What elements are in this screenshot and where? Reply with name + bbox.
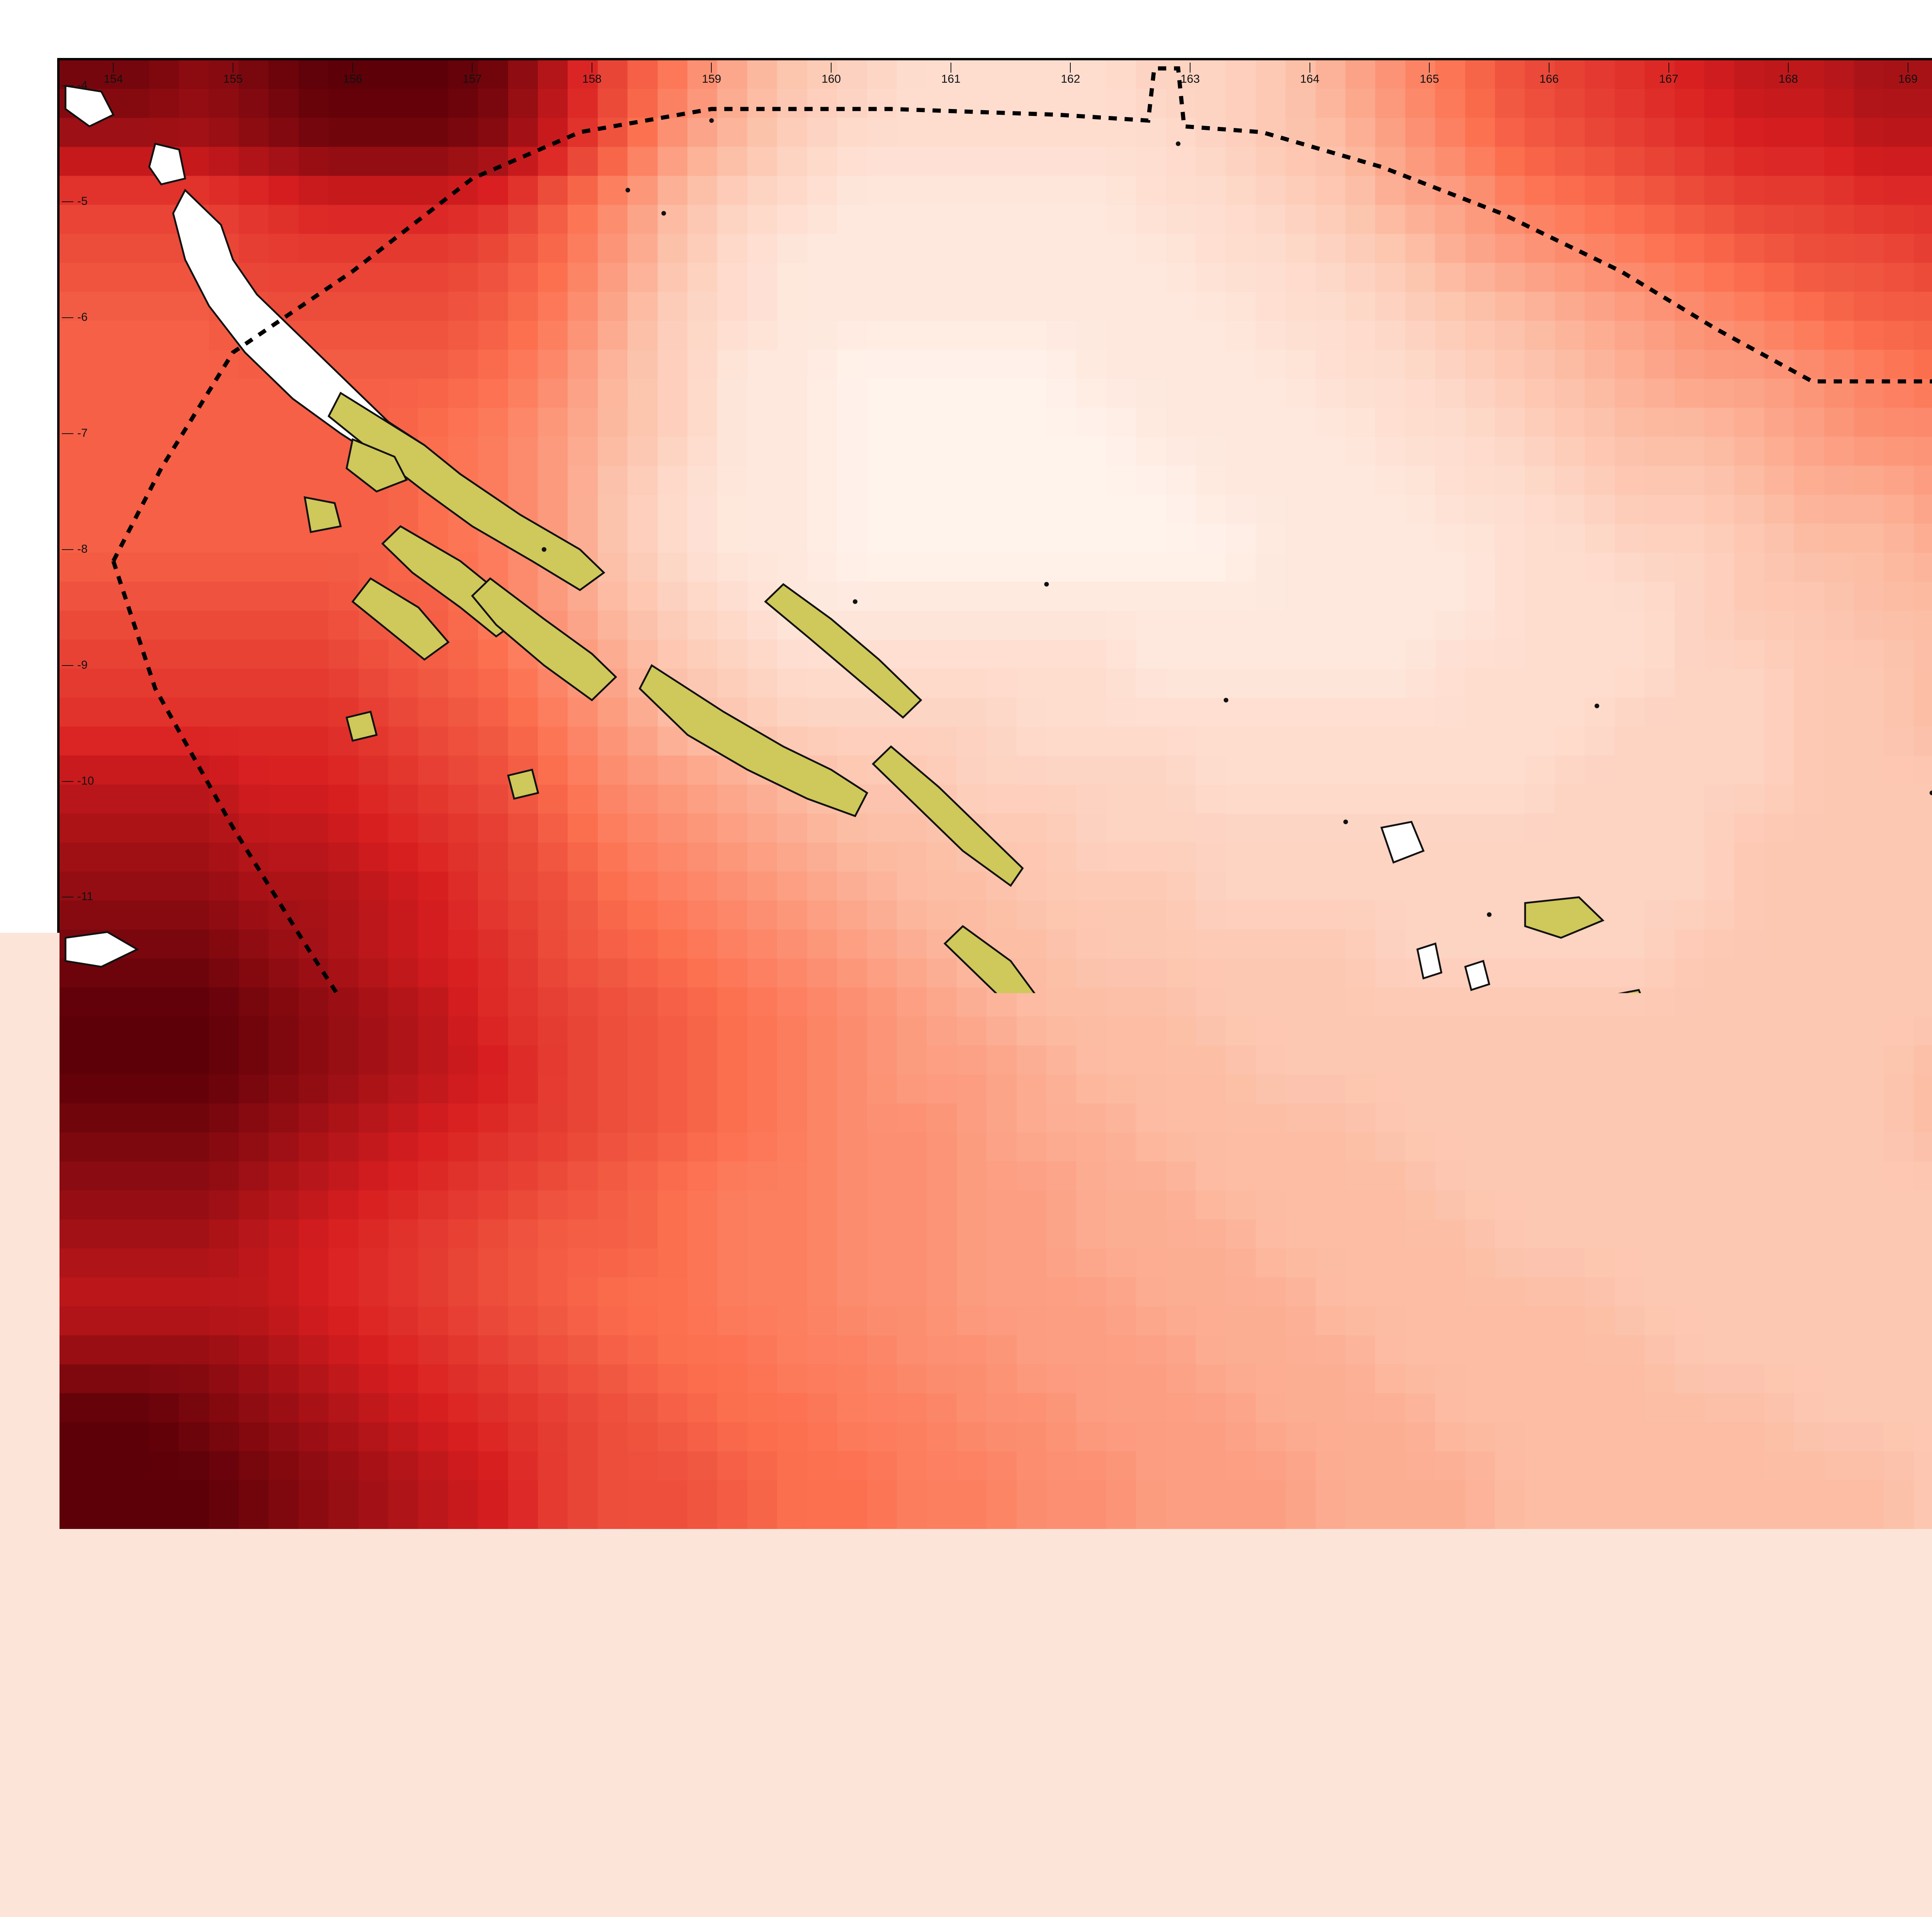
eez-boundary-line: [113, 68, 1932, 1529]
eez-boundary: [113, 68, 1932, 1529]
map-panel[interactable]: 154 154 155 155 156 156 157 157 158 158 159 159 160 1…: [57, 58, 1932, 1531]
color-ramp-swatch: [330, 1718, 349, 1736]
land-polygon: [640, 666, 867, 816]
reef-dot: [1595, 704, 1599, 708]
land-polygon: [1381, 822, 1423, 862]
color-ramp-value: 0.10: [357, 1762, 382, 1777]
legend-item-eez: Exclusive Economic Zone: [58, 1702, 352, 1717]
reef-dot: [1930, 791, 1932, 795]
reef-dot: [1427, 1214, 1432, 1218]
macbio-logo: MACBIO Marine and Coastal Biodiversity M…: [69, 1561, 301, 1612]
land-polygons: [65, 86, 1932, 1523]
macbio-subtitle-2: Biodiversity Management: [182, 1594, 264, 1603]
color-ramp-value: 0.05: [357, 1741, 382, 1756]
reef-dot: [1224, 698, 1228, 703]
land-polygon: [1417, 943, 1441, 978]
land-polygon: [1453, 1030, 1483, 1059]
color-ramp-swatch: [330, 1739, 349, 1757]
color-ramp-row: 0.00: [330, 1718, 476, 1736]
land-polygon: [329, 393, 604, 590]
land-polygon: [1573, 1123, 1609, 1158]
macbio-fish-waves-icon: [69, 1561, 177, 1612]
color-ramp-title: Nitrate Concentration (uM): [330, 1698, 476, 1712]
land-polygon: [945, 926, 1041, 1019]
legend-label-eez: Exclusive Economic Zone: [83, 1702, 225, 1717]
reef-dot: [1738, 1005, 1743, 1010]
color-ramp-value: 0.20: [357, 1805, 382, 1820]
land-polygon: [1603, 1314, 1699, 1436]
land-polygon: [65, 86, 113, 126]
land-polygon: [1692, 1471, 1734, 1523]
reef-dot: [1176, 141, 1180, 146]
reef-dot: [1487, 912, 1492, 917]
land-polygon: [65, 932, 137, 967]
legend-label-coastline: Coastline: [83, 1721, 135, 1735]
land-polygon: [765, 584, 921, 718]
color-ramp-value: 0.00: [357, 1720, 382, 1735]
map-description: Nitrate is an essential resource, which,…: [560, 1607, 1855, 1650]
land-polygon: [1711, 1343, 1735, 1378]
land-polygon: [353, 579, 449, 660]
land-polygon: [305, 497, 341, 532]
color-ramp-swatch: [330, 1760, 349, 1779]
reef-dot: [709, 118, 714, 123]
eez-swatch-icon: [58, 1703, 77, 1717]
color-ramp-legend: Nitrate Concentration (uM) 0.00 0.05 0.10 0…: [330, 1698, 476, 1824]
color-ramp-row: 0.05: [330, 1739, 476, 1757]
land-polygon: [508, 770, 538, 799]
land-polygon: [347, 712, 376, 741]
macbio-wordmark: MACBIO: [181, 1561, 257, 1581]
land-polygon: [1537, 1181, 1573, 1216]
eez-boundary-line-west: [113, 561, 675, 1529]
color-ramp-value: 0.15: [357, 1783, 382, 1798]
color-ramp-swatch: [330, 1781, 349, 1800]
land-polygon: [1525, 897, 1603, 938]
color-ramp-rows: 0.00 0.05 0.10 0.15 0.20: [330, 1718, 476, 1821]
reef-dot: [542, 547, 546, 552]
reef-dot: [1044, 582, 1049, 587]
land-polygon: [472, 579, 616, 700]
macbio-subtitle-1: Marine and Coastal: [182, 1585, 245, 1594]
land-polygon: [1465, 961, 1489, 990]
map-vector-overlay: [60, 60, 1932, 1529]
title-block: Solomon Islands Nitrate Concentration Ni…: [560, 1559, 1855, 1650]
color-ramp-row: 0.15: [330, 1781, 476, 1800]
color-ramp-row: 0.20: [330, 1803, 476, 1821]
map-legend: Exclusive Economic Zone Coastline: [58, 1702, 352, 1739]
page-title: Solomon Islands Nitrate Concentration: [560, 1559, 1855, 1586]
reef-dot: [626, 188, 630, 192]
footer: MACBIO Marine and Coastal Biodiversity M…: [0, 1536, 1932, 1917]
reef-dot: [1344, 819, 1348, 824]
land-polygon: [1788, 1425, 1830, 1517]
legend-item-coastline: Coastline: [58, 1721, 352, 1735]
land-polygon: [149, 144, 185, 184]
color-ramp-swatch: [330, 1803, 349, 1821]
macbio-subtitle-3: in Pacific Island Countries: [182, 1603, 266, 1612]
land-polygon: [873, 747, 1022, 886]
coastline-swatch-icon: [58, 1721, 77, 1735]
color-ramp-row: 0.10: [330, 1760, 476, 1779]
land-polygon: [1728, 1425, 1770, 1471]
land-polygon: [1609, 990, 1651, 1025]
reef-dot: [662, 211, 666, 216]
reef-dot: [853, 599, 857, 604]
land-polygon: [1776, 1314, 1812, 1413]
